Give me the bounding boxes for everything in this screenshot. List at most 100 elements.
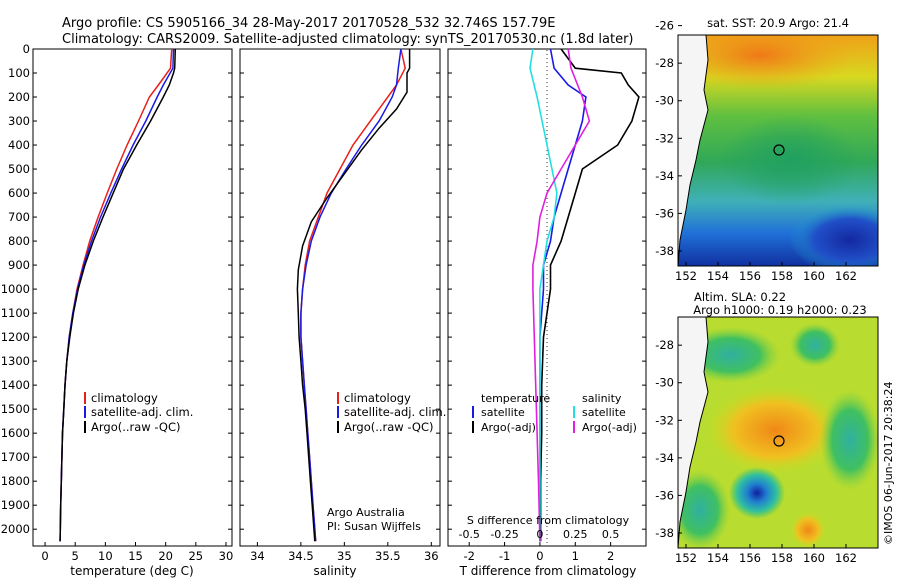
legend-label-t-satellite: satellite xyxy=(481,406,525,419)
salinity-xlabel: salinity xyxy=(313,564,356,578)
sal-xtick-label: 35 xyxy=(337,549,352,563)
sst-cold-patch xyxy=(790,205,878,266)
temp-series-argo xyxy=(59,48,177,542)
depth-tick-label: 1300 xyxy=(1,354,30,368)
sst-ytick-label: -38 xyxy=(655,244,674,258)
pi-note: PI: Susan Wijffels xyxy=(327,520,421,533)
depth-tick-label: 1700 xyxy=(1,450,30,464)
sla-cold-eddy xyxy=(729,467,785,519)
sst-green-eddy xyxy=(720,115,860,205)
salinity-legend: climatology satellite-adj. clim. Argo(..… xyxy=(337,391,446,434)
depth-tick-label: 400 xyxy=(8,138,30,152)
depth-tick-label: 500 xyxy=(8,162,30,176)
legend-label-argo: Argo(..raw -QC) xyxy=(344,420,434,434)
diff-series-s-argo xyxy=(532,48,591,542)
depth-tick-label: 1600 xyxy=(1,426,30,440)
legend-label-argo: Argo(..raw -QC) xyxy=(91,420,181,434)
header-line2: Climatology: CARS2009. Satellite-adjuste… xyxy=(62,32,634,47)
difference-axes xyxy=(447,48,647,547)
diff-xtick-label: -2 xyxy=(463,549,474,563)
sst-xtick-label: 162 xyxy=(835,269,857,283)
sst-ytick-label: -26 xyxy=(655,19,674,33)
sla-map-title-1: Altim. SLA: 0.22 xyxy=(694,290,786,304)
sla-xtick-label: 154 xyxy=(707,551,729,565)
credit-stamp: ©IMOS 06-Jun-2017 20:38:24 xyxy=(882,381,895,545)
sst-xtick-label: 154 xyxy=(707,269,729,283)
depth-tick-label: 1500 xyxy=(1,402,30,416)
temp-xtick-label: 15 xyxy=(128,549,143,563)
sst-xtick-label: 152 xyxy=(675,269,697,283)
depth-tick-label: 0 xyxy=(23,42,30,56)
sla-map-panel: Altim. SLA: 0.22 Argo h1000: 0.19 h2000:… xyxy=(655,290,879,565)
diff-x2tick-label: 0 xyxy=(536,528,543,541)
difference-panel: -2 -1 0 1 2 -0.5 -0.25 0 0.25 0.5 T difference f… xyxy=(447,48,647,578)
temp-xtick-label: 10 xyxy=(98,549,113,563)
legend-label-satellite: satellite-adj. clim. xyxy=(91,405,193,419)
diff-x2tick-label: -0.25 xyxy=(490,528,518,541)
temp-xtick-label: 20 xyxy=(158,549,173,563)
sst-map-title: sat. SST: 20.9 Argo: 21.4 xyxy=(707,16,849,30)
sla-ytick-label: -32 xyxy=(655,413,674,427)
diff-x2tick-label: -0.5 xyxy=(458,528,479,541)
sla-green-blob-se xyxy=(820,390,878,490)
legend-label-s-argo: Argo(-adj) xyxy=(582,421,637,434)
depth-tick-label: 600 xyxy=(8,186,30,200)
depth-tick-label: 300 xyxy=(8,114,30,128)
diff-series-t-argo xyxy=(539,48,640,542)
diff-x2tick-label: 0.25 xyxy=(563,528,588,541)
sst-xtick-label: 160 xyxy=(803,269,825,283)
sst-ytick-label: -32 xyxy=(655,131,674,145)
sst-ytick-label: -36 xyxy=(655,206,674,220)
temp-xtick-label: 30 xyxy=(219,549,234,563)
sla-map-frame xyxy=(677,316,879,549)
depth-tick-label: 1100 xyxy=(1,306,30,320)
sla-orange-blob-south xyxy=(790,512,826,548)
diff-xtick-label: 0 xyxy=(536,549,543,563)
diff-xtick-label: 2 xyxy=(607,549,614,563)
sla-xtick-label: 156 xyxy=(739,551,761,565)
header-line1: Argo profile: CS 5905166_34 28-May-2017 … xyxy=(62,16,555,31)
sst-xtick-label: 156 xyxy=(739,269,761,283)
depth-tick-label: 1000 xyxy=(1,282,30,296)
depth-tick-label: 800 xyxy=(8,234,30,248)
depth-tick-label: 1800 xyxy=(1,474,30,488)
legend-label-satellite: satellite-adj. clim. xyxy=(344,405,446,419)
sst-ytick-label: -30 xyxy=(655,94,674,108)
sla-ytick-label: -28 xyxy=(655,338,674,352)
sla-warm-blob xyxy=(705,385,845,475)
sla-green-blob-sw xyxy=(678,470,730,548)
temperature-legend: climatology satellite-adj. clim. Argo(..… xyxy=(84,391,193,434)
temperature-xlabel: temperature (deg C) xyxy=(70,564,193,578)
sst-land xyxy=(678,35,709,266)
sst-map-panel: sat. SST: 20.9 Argo: 21.4 152 154 156 158 16… xyxy=(655,16,879,283)
t-difference-xlabel: T difference from climatology xyxy=(459,564,637,578)
temperature-axes xyxy=(32,48,233,547)
legend-heading-temperature: temperature xyxy=(481,392,550,405)
sla-xtick-label: 152 xyxy=(675,551,697,565)
temp-xtick-label: 25 xyxy=(188,549,203,563)
legend-label-climatology: climatology xyxy=(344,391,411,405)
sst-warm-patch xyxy=(678,35,855,90)
sla-xtick-label: 158 xyxy=(771,551,793,565)
sla-ytick-label: -36 xyxy=(655,488,674,502)
difference-legend: temperature satellite Argo(-adj) salinit… xyxy=(472,392,637,434)
sst-argo-marker xyxy=(773,144,785,156)
sla-ytick-label: -38 xyxy=(655,526,674,540)
depth-tick-label: 2000 xyxy=(1,522,30,536)
sla-argo-marker xyxy=(773,435,785,447)
sst-ytick-label: -28 xyxy=(655,56,674,70)
sst-map-frame xyxy=(677,34,879,267)
sal-xtick-label: 34 xyxy=(250,549,265,563)
sla-ytick-label: -30 xyxy=(655,376,674,390)
s-difference-xlabel: S difference from climatology xyxy=(467,514,630,527)
institution-note: Argo Australia xyxy=(327,506,405,519)
diff-xtick-label: -1 xyxy=(499,549,510,563)
legend-label-climatology: climatology xyxy=(91,391,158,405)
sla-land xyxy=(678,317,709,548)
salinity-panel: 34 34.5 35 35.5 36 salinity climatology sate… xyxy=(239,48,446,578)
sla-xtick-label: 160 xyxy=(803,551,825,565)
legend-label-s-satellite: satellite xyxy=(582,406,626,419)
depth-tick-label: 1200 xyxy=(1,330,30,344)
diff-xtick-label: 1 xyxy=(572,549,579,563)
